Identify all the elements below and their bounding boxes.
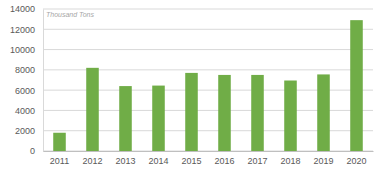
grid-line bbox=[43, 9, 373, 10]
plot: 0 2000 4000 6000 8000 10000 12000 14000 2011 2012… bbox=[10, 4, 374, 166]
bar bbox=[317, 74, 330, 151]
x-tick: 2016 bbox=[214, 151, 234, 166]
y-tick: 0 bbox=[30, 146, 43, 156]
y-tick: 10000 bbox=[10, 45, 43, 55]
y-tick-label: 6000 bbox=[15, 86, 35, 96]
bar bbox=[119, 86, 132, 151]
y-tick-label: 4000 bbox=[15, 106, 35, 116]
y-tick-label: 14000 bbox=[10, 4, 35, 14]
chart: 0 2000 4000 6000 8000 10000 12000 14000 2011 2012… bbox=[0, 0, 381, 178]
y-axis-line bbox=[43, 10, 44, 152]
bar bbox=[53, 133, 66, 151]
y-tick-label: 10000 bbox=[10, 45, 35, 55]
y-tick: 6000 bbox=[15, 86, 43, 96]
y-tick-label: 12000 bbox=[10, 25, 35, 35]
x-tick: 2011 bbox=[50, 151, 69, 166]
bar bbox=[284, 81, 297, 151]
x-axis: 2011 2012 2013 2014 2015 2016 2017 2018 2019 2020 bbox=[44, 151, 374, 166]
bar bbox=[185, 73, 198, 151]
y-axis: 0 2000 4000 6000 8000 10000 12000 14000 bbox=[10, 4, 44, 156]
x-tick: 2014 bbox=[148, 151, 168, 166]
x-tick-label: 2017 bbox=[247, 156, 267, 166]
x-axis-line bbox=[44, 151, 374, 152]
bar bbox=[86, 68, 99, 151]
x-tick-label: 2019 bbox=[313, 156, 333, 166]
x-tick-label: 2015 bbox=[181, 156, 201, 166]
x-tick: 2020 bbox=[346, 151, 366, 166]
bars bbox=[53, 20, 363, 151]
y-axis-title: Thousand Tons bbox=[46, 11, 94, 18]
x-tick: 2018 bbox=[280, 151, 300, 166]
x-tick-label: 2014 bbox=[148, 156, 168, 166]
y-tick: 4000 bbox=[15, 106, 43, 116]
x-tick-label: 2012 bbox=[82, 156, 102, 166]
grid bbox=[43, 9, 373, 151]
x-tick: 2012 bbox=[82, 151, 102, 166]
x-tick-label: 2020 bbox=[346, 156, 366, 166]
x-tick: 2019 bbox=[313, 151, 333, 166]
y-tick: 2000 bbox=[15, 126, 43, 136]
grid-line bbox=[43, 29, 373, 30]
y-tick: 14000 bbox=[10, 4, 43, 14]
y-tick: 12000 bbox=[10, 25, 43, 35]
bar bbox=[152, 86, 165, 151]
x-tick-label: 2013 bbox=[115, 156, 135, 166]
x-tick: 2013 bbox=[115, 151, 135, 166]
x-tick-label: 2011 bbox=[50, 156, 69, 166]
x-tick: 2015 bbox=[181, 151, 201, 166]
x-tick-label: 2016 bbox=[214, 156, 234, 166]
y-tick-label: 8000 bbox=[15, 65, 35, 75]
bar bbox=[218, 75, 231, 151]
bar bbox=[251, 75, 264, 151]
grid-line bbox=[43, 49, 373, 50]
y-tick-label: 0 bbox=[30, 146, 35, 156]
x-tick-label: 2018 bbox=[280, 156, 300, 166]
y-tick: 8000 bbox=[15, 65, 43, 75]
y-tick-label: 2000 bbox=[15, 126, 35, 136]
x-tick: 2017 bbox=[247, 151, 267, 166]
bar bbox=[350, 20, 363, 151]
